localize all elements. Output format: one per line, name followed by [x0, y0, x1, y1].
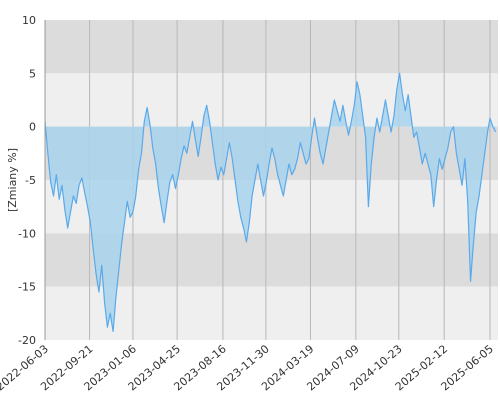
series-line — [44, 72, 497, 333]
y-axis-label: [Zmiany %] — [6, 148, 19, 212]
y-tick-label: -10 — [18, 227, 36, 240]
y-tick-label: -20 — [18, 334, 36, 347]
grid-band — [45, 286, 498, 340]
series-area — [45, 73, 496, 332]
grid-band — [45, 73, 498, 127]
y-tick-label: 5 — [29, 67, 36, 80]
y-tick-label: -15 — [18, 281, 36, 294]
y-tick-label: 10 — [22, 14, 36, 27]
y-tick-label: 0 — [29, 121, 36, 134]
grid-band — [45, 20, 498, 74]
y-tick-label: -5 — [25, 174, 36, 187]
